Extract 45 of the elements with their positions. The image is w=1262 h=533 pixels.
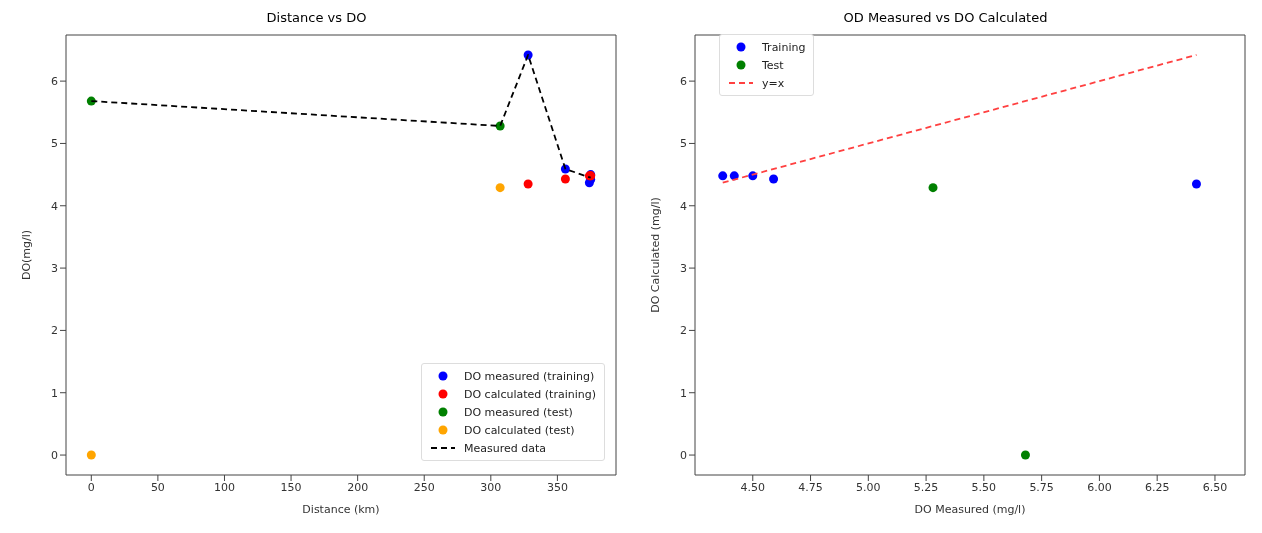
legend-label: DO measured (training) [463,369,595,383]
x-axis-title: DO Measured (mg/l) [914,503,1026,516]
legend-label: DO measured (test) [463,405,573,419]
x-tick-label: 5.00 [856,480,881,494]
y-tick-label: 1 [51,386,58,400]
y-tick-label: 5 [680,137,687,151]
x-tick-label: 350 [546,480,568,494]
legend-label: DO calculated (test) [463,423,575,437]
chart-title: Distance vs DO [265,9,368,27]
y-tick-label: 2 [51,324,58,338]
x-tick-label: 0 [87,480,95,494]
y-tick-label: 6 [51,75,58,89]
y-tick-label: 6 [680,75,687,89]
x-tick-label: 6.50 [1202,480,1228,494]
x-tick-label: 4.75 [798,480,823,494]
x-tick-label: 200 [347,480,369,494]
x-tick-label: 5.75 [1029,480,1054,494]
y-tick-label: 3 [680,261,687,275]
chart-title: OD Measured vs DO Calculated [842,9,1049,27]
y-tick-label: 0 [51,448,58,462]
x-tick-label: 150 [280,480,302,494]
x-axis-title: Distance (km) [302,503,380,516]
legend-label: Measured data [463,441,546,455]
y-tick-label: 0 [680,448,687,462]
y-tick-label: 3 [51,261,58,275]
x-tick-label: 5.25 [913,480,939,494]
y-tick-label: 1 [680,386,687,400]
x-tick-label: 6.00 [1087,480,1112,494]
y-tick-label: 5 [51,137,58,151]
x-tick-label: 300 [480,480,502,494]
legend-label: Training [762,40,806,54]
x-tick-label: 100 [213,480,235,494]
x-tick-label: 250 [413,480,435,494]
legend-label: DO calculated (training) [463,387,596,401]
y-axis-title: DO Calculated (mg/l) [648,197,662,313]
x-tick-label: 5.50 [971,480,997,494]
x-tick-label: 50 [150,480,165,494]
legend-label: Test [762,58,784,72]
y-tick-label: 4 [680,199,687,213]
x-tick-label: 4.50 [740,480,766,494]
y-axis-title: DO(mg/l) [19,229,33,281]
y-tick-label: 4 [51,199,58,213]
x-tick-label: 6.25 [1144,480,1170,494]
legend-label: y=x [762,76,785,90]
y-tick-label: 2 [680,324,687,338]
